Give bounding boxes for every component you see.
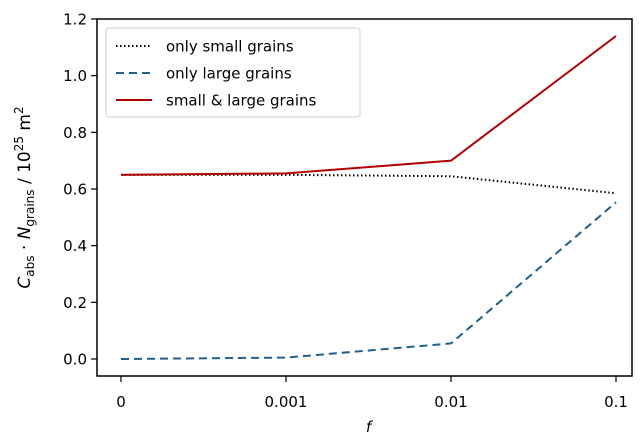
x-axis-label: f (366, 418, 374, 434)
legend-label-2: small & large grains (166, 92, 317, 110)
y-tick-label: 0.8 (63, 124, 87, 142)
y-tick-label: 1.2 (63, 11, 87, 29)
y-tick-label: 1.0 (63, 67, 87, 85)
ticks-layer: 0.0 0.2 0.4 0.6 0.8 1.0 1.2 0 0.001 0.01 0.1 (63, 11, 628, 412)
y-tick-label: 0.4 (63, 237, 87, 255)
y-tick-label: 0.0 (63, 351, 87, 369)
y-tick-label: 0.6 (63, 181, 87, 199)
series-layer (120, 35, 617, 360)
x-tick-label: 0 (116, 393, 126, 411)
legend-frame (105, 27, 361, 118)
axes-frame (96, 18, 633, 377)
x-tick-label: 0.1 (604, 393, 628, 411)
series-line-0 (121, 173, 617, 195)
series-line-1 (120, 201, 617, 360)
legend: only small grains only large grains small … (105, 27, 361, 118)
series-line-2 (120, 35, 617, 176)
x-tick-label: 0.001 (265, 393, 308, 411)
legend-label-0: only small grains (166, 38, 294, 56)
x-tick-label: 0.01 (434, 393, 467, 411)
y-axis-label: Cabs · Ngrains / 1025 m2 (12, 106, 37, 288)
legend-label-1: only large grains (166, 65, 292, 83)
y-tick-label: 0.2 (63, 294, 87, 312)
